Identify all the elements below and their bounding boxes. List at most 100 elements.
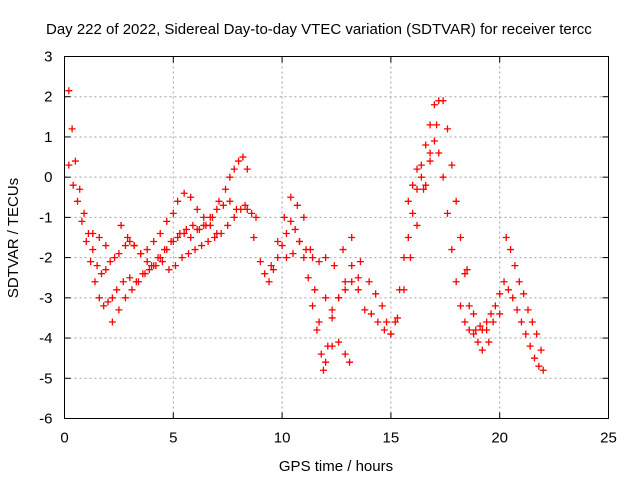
data-point bbox=[354, 274, 362, 282]
data-point bbox=[137, 250, 145, 258]
x-tick-label: 0 bbox=[60, 430, 68, 447]
data-point bbox=[476, 322, 484, 330]
data-point bbox=[141, 270, 149, 278]
data-point bbox=[465, 326, 473, 334]
data-point bbox=[95, 234, 103, 241]
data-point bbox=[513, 306, 521, 314]
data-point bbox=[165, 266, 173, 274]
data-point bbox=[261, 270, 269, 278]
data-point bbox=[378, 302, 386, 310]
data-point bbox=[426, 121, 434, 129]
data-point bbox=[500, 278, 508, 286]
data-point bbox=[319, 366, 327, 374]
data-point bbox=[302, 246, 310, 254]
data-point bbox=[452, 278, 460, 286]
data-point bbox=[483, 318, 491, 326]
data-point bbox=[531, 354, 539, 362]
data-point bbox=[393, 314, 401, 322]
data-point bbox=[95, 294, 103, 302]
data-point bbox=[126, 274, 134, 282]
data-point bbox=[76, 185, 84, 193]
data-point bbox=[524, 306, 532, 314]
data-point bbox=[404, 234, 412, 241]
data-point bbox=[502, 234, 510, 241]
data-point bbox=[180, 189, 188, 197]
data-point bbox=[465, 302, 473, 310]
data-point bbox=[171, 262, 179, 270]
data-point bbox=[121, 242, 129, 250]
data-point bbox=[248, 209, 256, 217]
data-point bbox=[87, 258, 95, 266]
data-point bbox=[111, 254, 119, 262]
data-point bbox=[517, 318, 525, 326]
data-point bbox=[417, 161, 425, 169]
data-point bbox=[443, 209, 451, 217]
data-point bbox=[130, 242, 138, 250]
x-axis-label: GPS time / hours bbox=[279, 458, 393, 475]
data-point bbox=[537, 346, 545, 354]
data-point bbox=[430, 101, 438, 109]
data-point bbox=[89, 246, 97, 254]
data-point bbox=[489, 318, 497, 326]
data-point bbox=[115, 250, 123, 258]
data-point bbox=[400, 254, 408, 262]
data-point bbox=[422, 181, 430, 189]
data-point bbox=[474, 338, 482, 346]
x-tick-label: 10 bbox=[274, 430, 291, 447]
data-point bbox=[113, 286, 121, 294]
data-point bbox=[80, 209, 88, 217]
data-point bbox=[230, 213, 238, 221]
data-point bbox=[291, 225, 299, 233]
y-tick-label: -6 bbox=[39, 411, 52, 428]
series-track-g bbox=[282, 97, 443, 338]
data-point bbox=[322, 254, 330, 262]
data-point bbox=[243, 205, 251, 213]
data-point bbox=[348, 262, 356, 270]
data-point bbox=[448, 246, 456, 254]
data-point bbox=[483, 326, 491, 334]
data-point bbox=[496, 290, 504, 298]
data-point bbox=[404, 197, 412, 205]
data-point bbox=[487, 310, 495, 318]
data-point bbox=[206, 221, 214, 229]
data-point bbox=[315, 258, 323, 266]
data-point bbox=[274, 254, 282, 262]
series-track-d bbox=[117, 189, 221, 258]
data-point bbox=[346, 358, 354, 366]
data-point bbox=[293, 201, 301, 209]
data-point bbox=[309, 254, 317, 262]
data-point bbox=[361, 306, 369, 314]
data-point bbox=[213, 205, 221, 213]
data-point bbox=[409, 209, 417, 217]
data-point bbox=[187, 234, 195, 241]
data-point bbox=[313, 326, 321, 334]
data-point bbox=[102, 266, 110, 274]
data-point bbox=[82, 238, 90, 246]
data-point bbox=[367, 310, 375, 318]
data-point bbox=[145, 266, 153, 274]
data-point bbox=[430, 137, 438, 145]
data-point bbox=[348, 278, 356, 286]
data-point bbox=[522, 330, 530, 338]
plot-frame bbox=[64, 56, 609, 419]
data-point bbox=[119, 278, 127, 286]
data-point bbox=[74, 197, 82, 205]
data-point bbox=[457, 302, 465, 310]
data-points bbox=[65, 87, 547, 374]
y-tick-label: -1 bbox=[39, 209, 52, 226]
series-track-f bbox=[267, 193, 362, 374]
data-point bbox=[539, 366, 547, 374]
data-point bbox=[232, 205, 240, 213]
series-track-j bbox=[463, 234, 545, 354]
data-point bbox=[470, 330, 478, 338]
y-tick-label: 0 bbox=[44, 169, 52, 186]
data-point bbox=[391, 318, 399, 326]
data-point bbox=[339, 246, 347, 254]
data-point bbox=[154, 254, 162, 262]
data-point bbox=[235, 157, 243, 165]
data-point bbox=[365, 278, 373, 286]
data-point bbox=[174, 234, 182, 241]
data-point bbox=[328, 306, 336, 314]
data-point bbox=[239, 153, 247, 161]
data-point bbox=[470, 310, 478, 318]
